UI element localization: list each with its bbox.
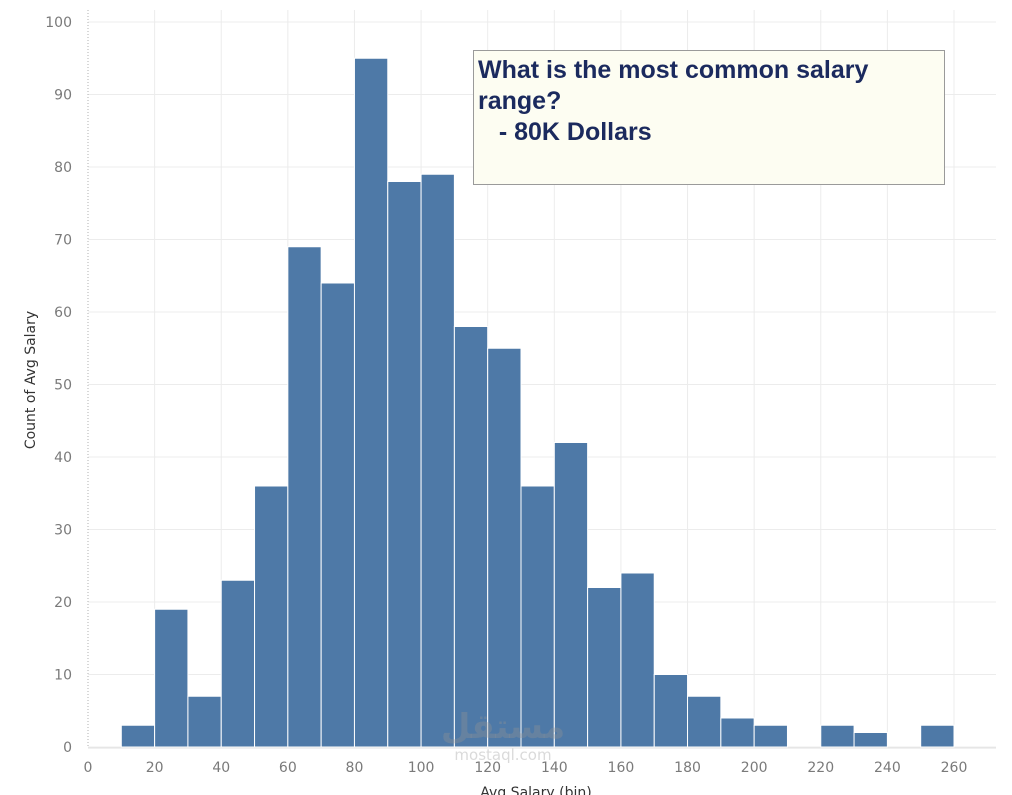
y-tick-label: 90 — [54, 88, 72, 104]
annotation-line: What is the most common salary — [478, 56, 869, 84]
histogram-bar — [353, 57, 389, 748]
histogram-bar — [553, 442, 589, 748]
x-tick-label: 40 — [212, 760, 230, 776]
x-tick-label: 0 — [84, 760, 93, 776]
histogram-bar — [220, 579, 256, 748]
histogram-bar — [820, 724, 855, 748]
histogram-bar — [687, 695, 722, 748]
annotation-box: What is the most common salary range? - … — [473, 50, 945, 185]
histogram-bar — [653, 674, 689, 748]
histogram-bar — [287, 246, 322, 748]
x-tick-label: 80 — [346, 760, 364, 776]
histogram-bar — [320, 282, 355, 748]
x-axis-title: Avg Salary (bin) — [480, 785, 591, 795]
bars — [120, 57, 955, 748]
histogram-bar — [753, 724, 788, 748]
histogram-bar — [453, 326, 489, 748]
y-tick-label: 0 — [63, 740, 72, 756]
histogram-bar — [620, 572, 655, 748]
x-tick-label: 100 — [408, 760, 435, 776]
x-tick-label: 160 — [608, 760, 635, 776]
y-tick-label: 50 — [54, 378, 72, 394]
x-tick-labels: 0 20 40 60 80 100 120 140 160 180 200 220 240 260 — [84, 760, 968, 776]
x-tick-label: 240 — [874, 760, 901, 776]
y-tick-label: 20 — [54, 595, 72, 611]
histogram-bar — [487, 347, 522, 748]
y-tick-label: 60 — [54, 305, 72, 321]
x-tick-label: 140 — [541, 760, 568, 776]
histogram-bar — [520, 485, 555, 748]
annotation-line: range? — [478, 87, 562, 115]
watermark: مستقل mostaql.com — [428, 708, 578, 764]
x-tick-label: 260 — [941, 760, 968, 776]
histogram-bar — [720, 717, 755, 748]
y-tick-label: 40 — [54, 450, 72, 466]
x-tick-label: 180 — [674, 760, 701, 776]
x-tick-label: 20 — [146, 760, 164, 776]
y-tick-label: 10 — [54, 668, 72, 684]
histogram-bar — [154, 608, 189, 748]
histogram-bar — [387, 181, 422, 748]
histogram-bar — [853, 732, 888, 748]
y-tick-labels: 0 10 20 30 40 50 60 70 80 90 100 — [45, 15, 72, 756]
x-tick-label: 200 — [741, 760, 768, 776]
y-tick-label: 30 — [54, 523, 72, 539]
watermark-url: mostaql.com — [454, 746, 552, 764]
y-tick-label: 80 — [54, 160, 72, 176]
y-tick-label: 100 — [45, 15, 72, 31]
histogram-bar — [587, 587, 622, 748]
x-tick-label: 60 — [279, 760, 297, 776]
histogram-bar — [254, 485, 289, 748]
y-axis-title: Count of Avg Salary — [23, 311, 39, 449]
annotation-line: - 80K Dollars — [478, 118, 652, 146]
x-tick-label: 220 — [807, 760, 834, 776]
histogram-bar — [120, 724, 156, 748]
histogram-bar — [187, 695, 222, 748]
watermark-logo: مستقل — [440, 707, 566, 747]
histogram-bar — [420, 173, 455, 748]
y-tick-label: 70 — [54, 233, 72, 249]
x-tick-label: 120 — [474, 760, 501, 776]
histogram-bar — [920, 724, 955, 748]
